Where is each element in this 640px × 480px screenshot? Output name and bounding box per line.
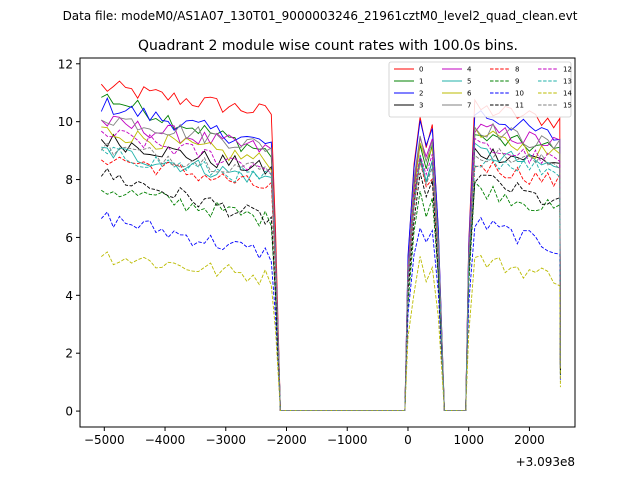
x-tick-label: −2000 xyxy=(266,433,307,447)
y-tick-label: 0 xyxy=(65,405,73,419)
legend-label-6: 6 xyxy=(467,90,472,98)
legend-label-14: 14 xyxy=(563,90,572,98)
chart-title: Quadrant 2 module wise count rates with … xyxy=(138,38,518,54)
legend-label-12: 12 xyxy=(563,66,572,74)
x-tick-label: 1000 xyxy=(453,433,484,447)
legend-label-5: 5 xyxy=(467,78,471,86)
x-axis-offset-label: +3.093e8 xyxy=(516,455,575,469)
legend-label-3: 3 xyxy=(419,102,423,110)
legend-label-4: 4 xyxy=(467,66,472,74)
series-line-15 xyxy=(100,141,561,411)
x-tick-label: −1000 xyxy=(327,433,368,447)
x-tick-label: −5000 xyxy=(84,433,125,447)
plot-frame xyxy=(79,57,576,428)
legend-label-2: 2 xyxy=(419,90,423,98)
legend-label-0: 0 xyxy=(419,66,423,74)
legend-label-15: 15 xyxy=(563,102,572,110)
legend-label-1: 1 xyxy=(419,78,423,86)
series-layer xyxy=(100,80,561,411)
chart-suptitle: Data file: modeM0/AS1A07_130T01_90000032… xyxy=(63,9,578,23)
legend-label-13: 13 xyxy=(563,78,572,86)
x-tick-label: 2000 xyxy=(514,433,545,447)
legend-label-9: 9 xyxy=(515,78,519,86)
legend-label-8: 8 xyxy=(515,66,519,74)
x-tick-label: 0 xyxy=(404,433,412,447)
x-tick-label: −4000 xyxy=(145,433,186,447)
x-tick-label: −3000 xyxy=(205,433,246,447)
axes-layer: −5000 −4000 −3000 −2000 −1000 0 1000 2000 0 2 4 6 8 1… xyxy=(58,57,576,447)
y-tick-label: 6 xyxy=(65,231,73,245)
y-tick-label: 10 xyxy=(58,115,73,129)
legend-label-11: 11 xyxy=(515,102,524,110)
legend-label-7: 7 xyxy=(467,102,471,110)
y-tick-label: 4 xyxy=(65,289,73,303)
legend-box xyxy=(388,61,572,118)
legend-label-10: 10 xyxy=(515,90,524,98)
y-tick-label: 12 xyxy=(58,57,73,71)
series-line-9 xyxy=(101,181,561,411)
y-tick-label: 2 xyxy=(65,347,73,361)
y-tick-label: 8 xyxy=(65,173,73,187)
